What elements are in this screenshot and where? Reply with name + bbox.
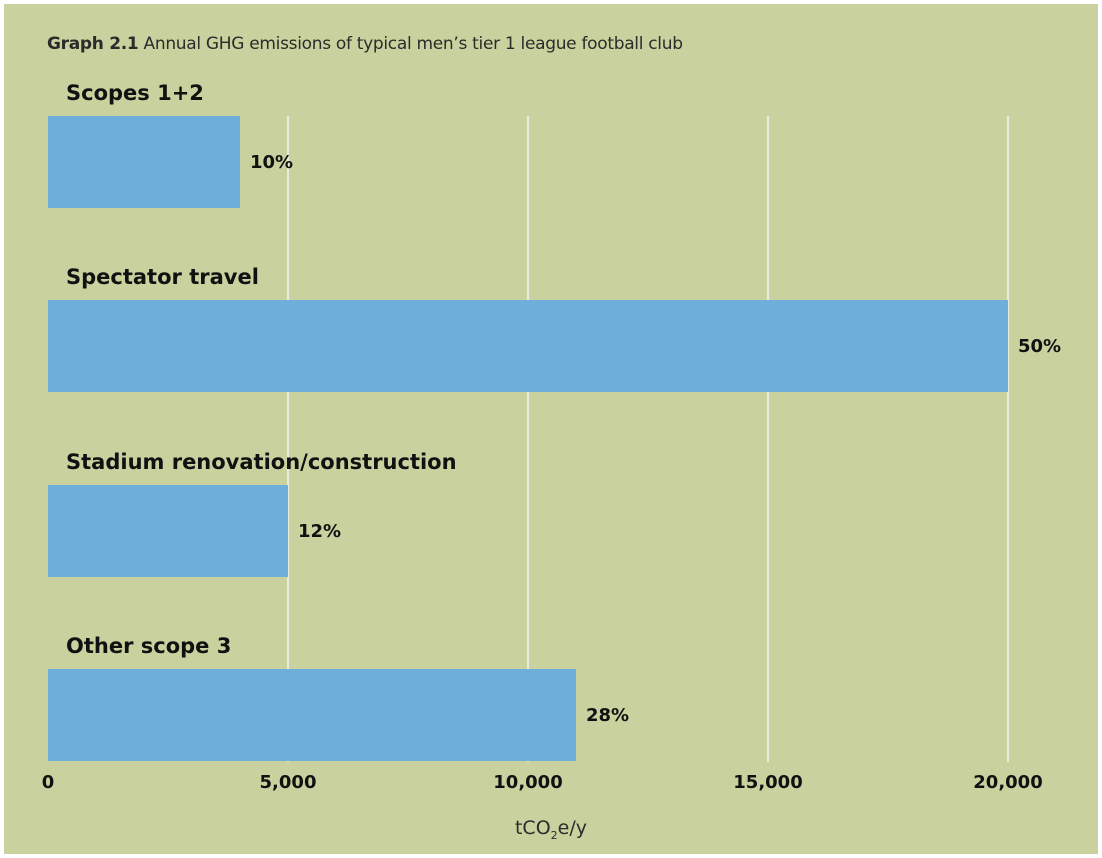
x-tick-label: 10,000 (493, 772, 562, 793)
x-axis-ticks: 0 5,000 10,000 15,000 20,000 (42, 772, 1043, 793)
x-tick-label: 0 (42, 772, 55, 793)
data-label: 50% (1018, 336, 1061, 357)
labels: Scopes 1+2 10% Spectator travel 50% Stadium … (66, 81, 1061, 726)
x-tick-label: 5,000 (260, 772, 317, 793)
x-axis-title-part: e/y (558, 817, 587, 839)
category-label: Scopes 1+2 (66, 81, 204, 105)
bar (48, 669, 576, 761)
data-label: 10% (250, 152, 293, 173)
x-axis-title-part: tCO (515, 817, 551, 839)
category-label: Spectator travel (66, 265, 259, 289)
bar (48, 485, 288, 577)
x-tick-label: 20,000 (973, 772, 1042, 793)
bar (48, 116, 240, 208)
grid-lines (287, 116, 1009, 762)
x-axis-title: tCO2e/y (515, 817, 587, 842)
bars (48, 116, 1008, 761)
bar (48, 300, 1008, 392)
x-tick-label: 15,000 (733, 772, 802, 793)
chart-title-prefix: Graph 2.1 (47, 34, 139, 54)
chart-title: Graph 2.1 Annual GHG emissions of typica… (47, 34, 683, 54)
chart-title-text: Annual GHG emissions of typical men’s ti… (143, 34, 683, 54)
data-label: 28% (586, 705, 629, 726)
category-label: Stadium renovation/construction (66, 450, 457, 474)
category-label: Other scope 3 (66, 634, 231, 658)
data-label: 12% (298, 521, 341, 542)
x-axis-title-subscript: 2 (551, 829, 558, 842)
